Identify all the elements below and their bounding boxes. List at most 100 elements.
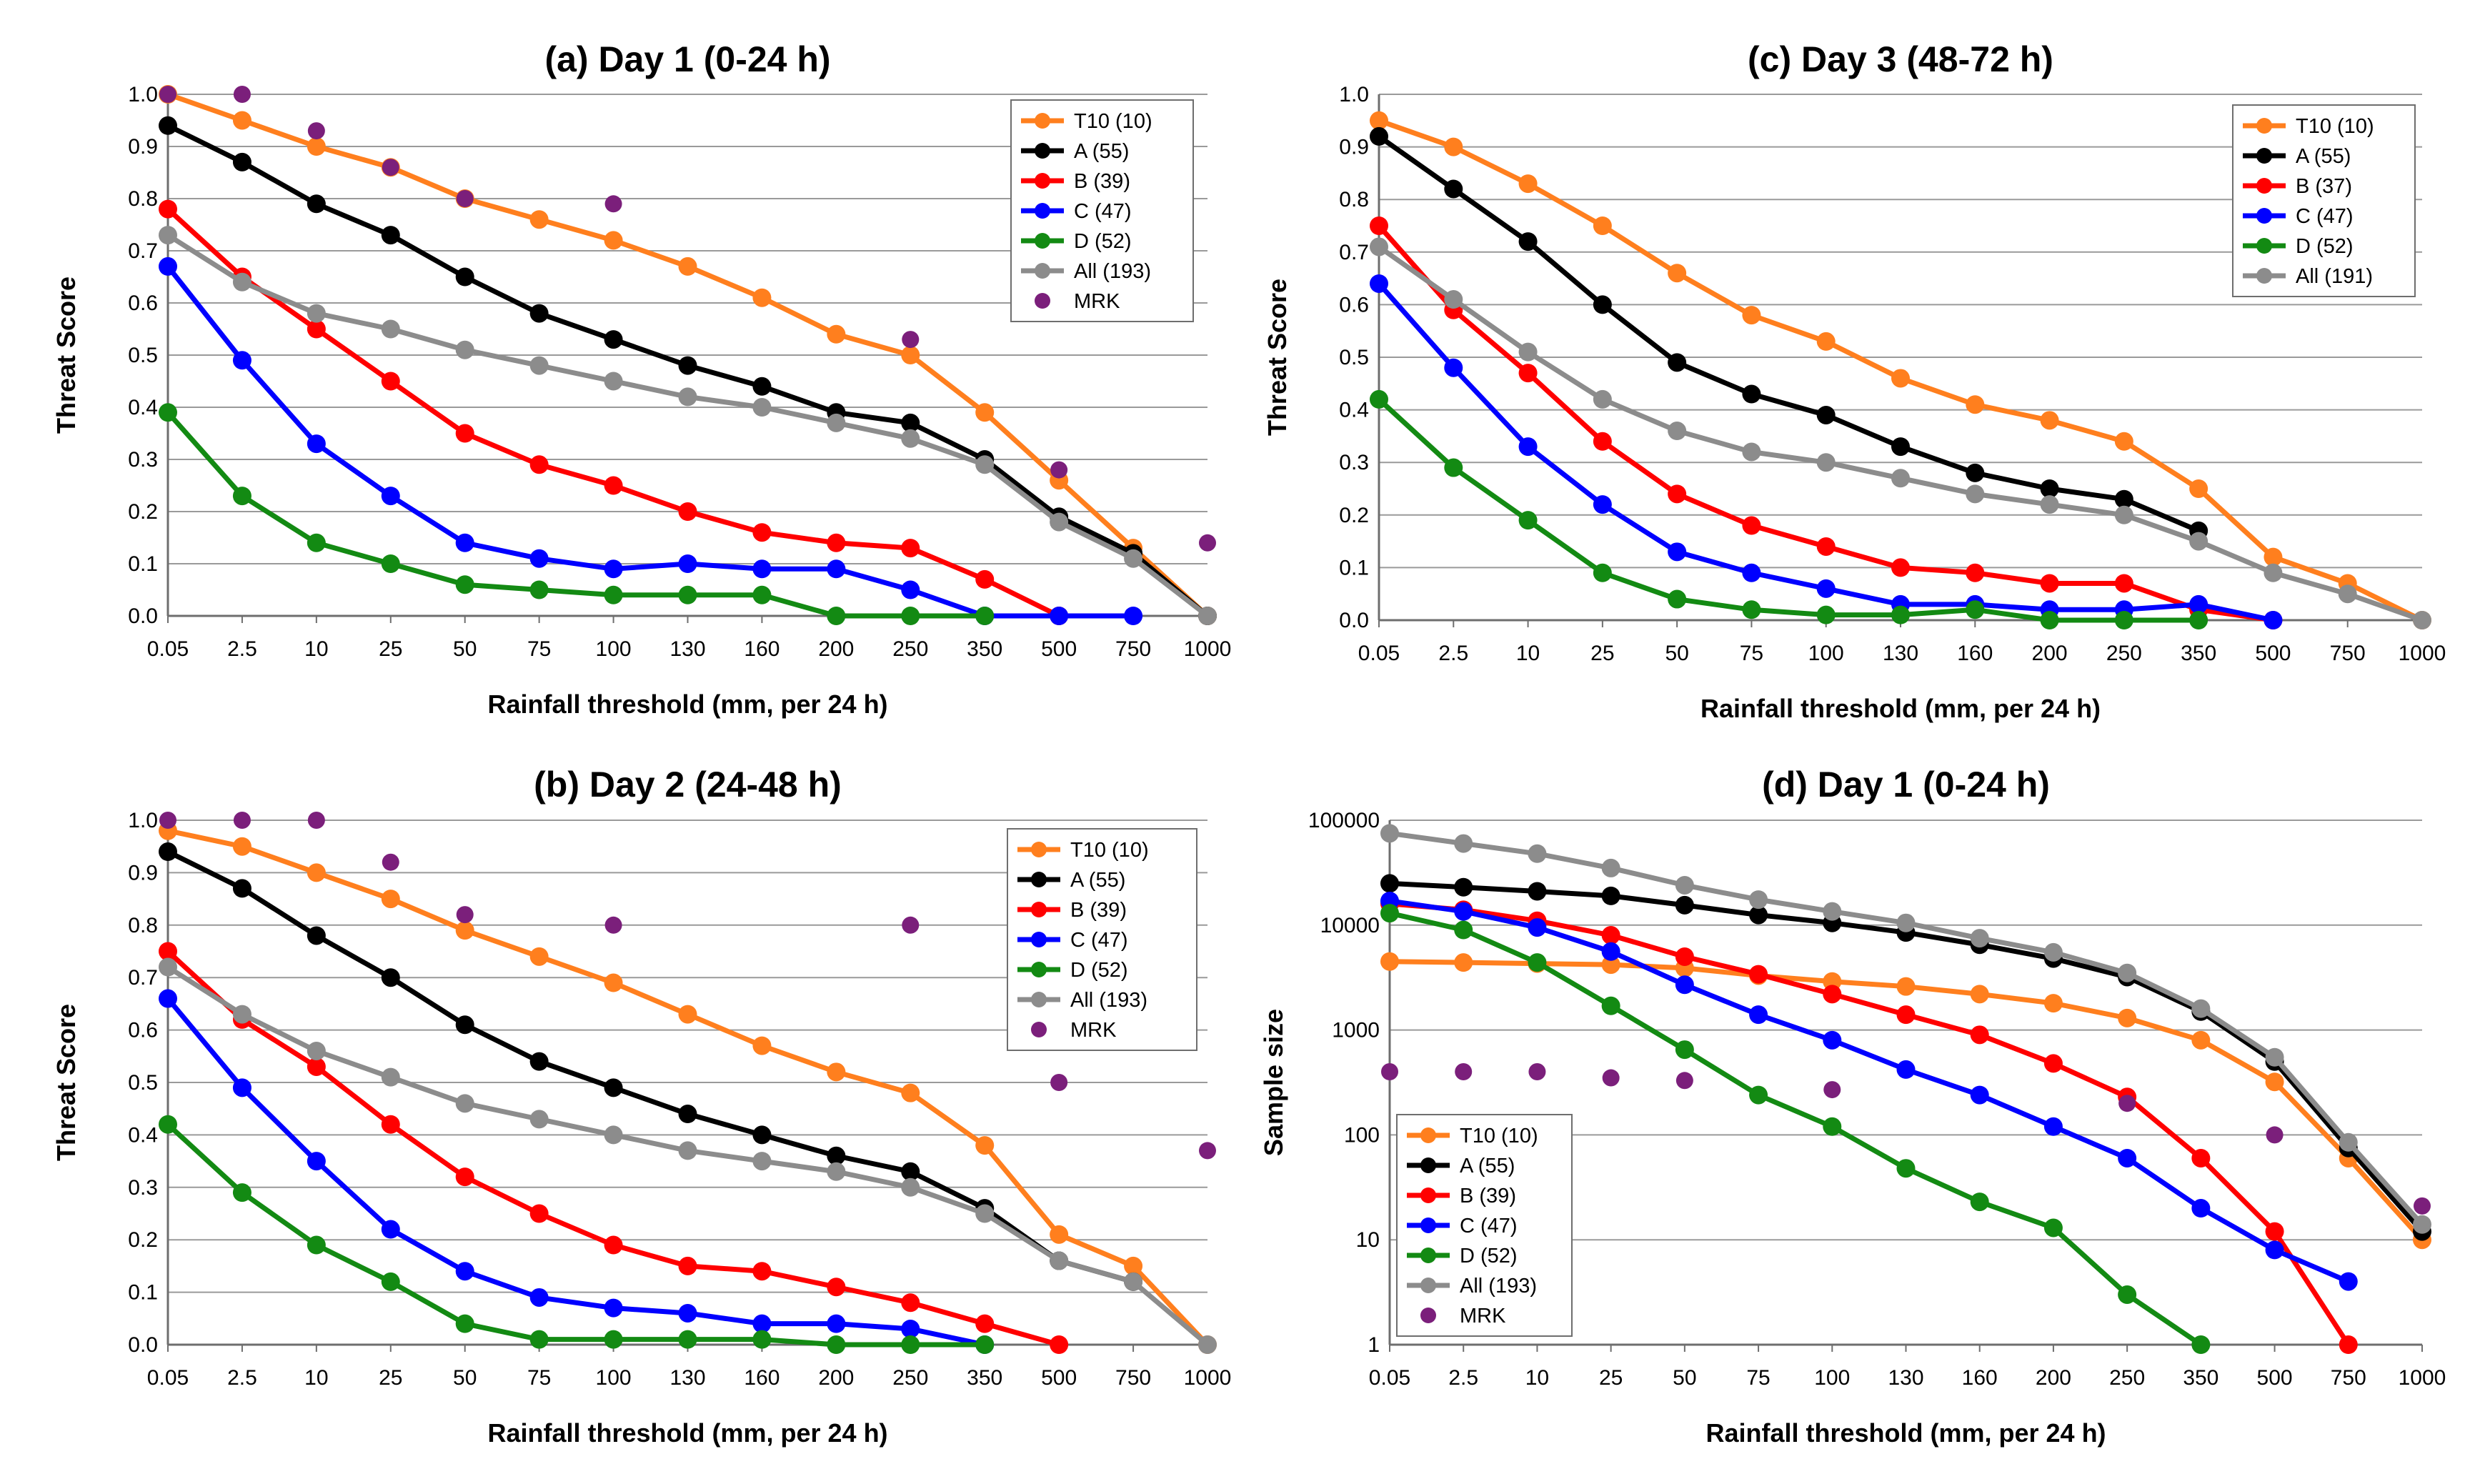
legend-marker xyxy=(1420,1248,1436,1263)
x-tick-label: 0.05 xyxy=(1358,642,1400,665)
data-point-t10 xyxy=(1370,111,1388,130)
data-point-d xyxy=(2040,611,2059,629)
y-tick-label: 10000 xyxy=(1320,914,1380,937)
y-tick-label: 0.5 xyxy=(128,344,158,367)
data-point-t10 xyxy=(678,257,697,276)
legend-marker xyxy=(1420,1308,1436,1323)
legend-label: T10 (10) xyxy=(1074,110,1152,133)
legend: T10 (10) A (55) B (39) C (47) D (52) All (193… xyxy=(1010,99,1194,322)
legend-item: All (193) xyxy=(1017,989,1147,1012)
data-point-all xyxy=(1668,422,1687,441)
data-point-a xyxy=(529,1052,549,1071)
legend-label: All (193) xyxy=(1460,1275,1537,1298)
x-tick-label: 0.05 xyxy=(147,1366,189,1390)
data-point-d xyxy=(2118,1285,2137,1304)
data-point-all xyxy=(1124,1272,1143,1291)
data-point-a xyxy=(827,1146,846,1165)
y-axis-label: Threat Score xyxy=(51,1004,81,1161)
data-point-d xyxy=(1601,996,1620,1015)
data-point-d xyxy=(1823,1117,1842,1136)
data-point-b xyxy=(827,1278,846,1297)
data-point-c xyxy=(1896,1060,1916,1079)
data-point-all xyxy=(2413,1215,2431,1234)
x-tick-label: 350 xyxy=(967,637,1002,661)
data-point-c xyxy=(159,257,177,276)
legend-item: B (37) xyxy=(2243,175,2352,198)
x-tick-label: 200 xyxy=(2032,642,2068,665)
data-point-t10 xyxy=(455,921,474,940)
data-point-a xyxy=(752,377,772,396)
legend-label: D (52) xyxy=(2296,235,2354,258)
data-point-all xyxy=(604,372,623,391)
x-tick-label: 160 xyxy=(744,1366,780,1390)
data-point-all xyxy=(1050,1251,1069,1270)
data-point-c xyxy=(455,533,474,552)
series-line-b xyxy=(1389,901,2351,1346)
data-point-d xyxy=(975,607,995,625)
data-point-t10 xyxy=(381,890,400,909)
series-line-c xyxy=(166,264,1134,619)
data-point-all xyxy=(975,455,995,474)
data-point-a xyxy=(678,1105,697,1124)
legend-marker xyxy=(1035,143,1050,159)
y-tick-label: 0.8 xyxy=(1339,188,1369,211)
legend-marker xyxy=(1035,263,1050,279)
y-tick-label: 0.2 xyxy=(128,500,158,524)
data-point-all xyxy=(827,413,846,432)
data-point-d xyxy=(901,1335,920,1354)
data-point-a xyxy=(2040,479,2059,498)
data-point-all xyxy=(2191,999,2211,1018)
data-point-a xyxy=(1380,874,1399,893)
data-point-b xyxy=(455,424,474,443)
data-point-all xyxy=(1198,607,1217,625)
x-tick-label: 50 xyxy=(453,1366,477,1390)
data-point-all xyxy=(678,387,697,407)
data-point-all xyxy=(455,1094,474,1113)
data-point-d xyxy=(455,575,474,594)
data-point-all xyxy=(1593,389,1612,409)
data-point-c xyxy=(1668,542,1687,562)
data-point-t10 xyxy=(1816,332,1836,351)
data-point-mrk xyxy=(1675,1072,1693,1090)
data-point-c xyxy=(2191,1199,2211,1218)
data-point-d xyxy=(901,607,920,625)
data-point-d xyxy=(678,1330,697,1349)
data-point-d xyxy=(381,1272,400,1291)
data-point-b xyxy=(1749,965,1768,984)
data-point-mrk xyxy=(1823,1081,1841,1099)
data-point-all xyxy=(2338,584,2357,604)
legend: T10 (10) A (55) B (37) C (47) D (52) All (191… xyxy=(2232,104,2416,297)
y-tick-label: 0.3 xyxy=(1339,451,1369,474)
data-point-c xyxy=(381,487,400,506)
legend-label: C (47) xyxy=(1070,929,1128,952)
x-tick-label: 160 xyxy=(1957,642,1993,665)
y-tick-label: 0.9 xyxy=(128,861,158,885)
legend-item: D (52) xyxy=(1407,1245,1518,1268)
legend-label: B (39) xyxy=(1460,1185,1516,1207)
data-point-c xyxy=(1518,437,1538,457)
x-tick-label: 1000 xyxy=(1184,1366,1232,1390)
y-axis-label: Threat Score xyxy=(51,277,81,434)
legend-item: A (55) xyxy=(1017,869,1125,892)
legend-label: A (55) xyxy=(1070,869,1125,892)
data-point-b xyxy=(529,1204,549,1223)
data-point-t10 xyxy=(2043,994,2063,1013)
data-point-a xyxy=(1966,463,1985,482)
legend-item: D (52) xyxy=(2243,235,2354,258)
y-tick-label: 0.8 xyxy=(128,914,158,937)
data-point-mrk xyxy=(1199,534,1216,552)
data-point-d xyxy=(1380,904,1399,923)
data-point-c xyxy=(232,1078,252,1097)
data-point-b xyxy=(1518,364,1538,383)
data-point-c xyxy=(604,1298,623,1318)
legend-label: D (52) xyxy=(1074,230,1132,253)
y-tick-label: 0.4 xyxy=(128,396,158,419)
series-b xyxy=(1370,216,2283,629)
legend-marker xyxy=(1031,902,1047,917)
data-point-d xyxy=(1749,1085,1768,1105)
x-tick-label: 500 xyxy=(1041,637,1077,661)
data-point-all xyxy=(1454,834,1473,853)
legend-item: All (191) xyxy=(2243,265,2373,288)
x-tick-label: 200 xyxy=(2036,1366,2071,1390)
data-point-d xyxy=(827,1335,846,1354)
